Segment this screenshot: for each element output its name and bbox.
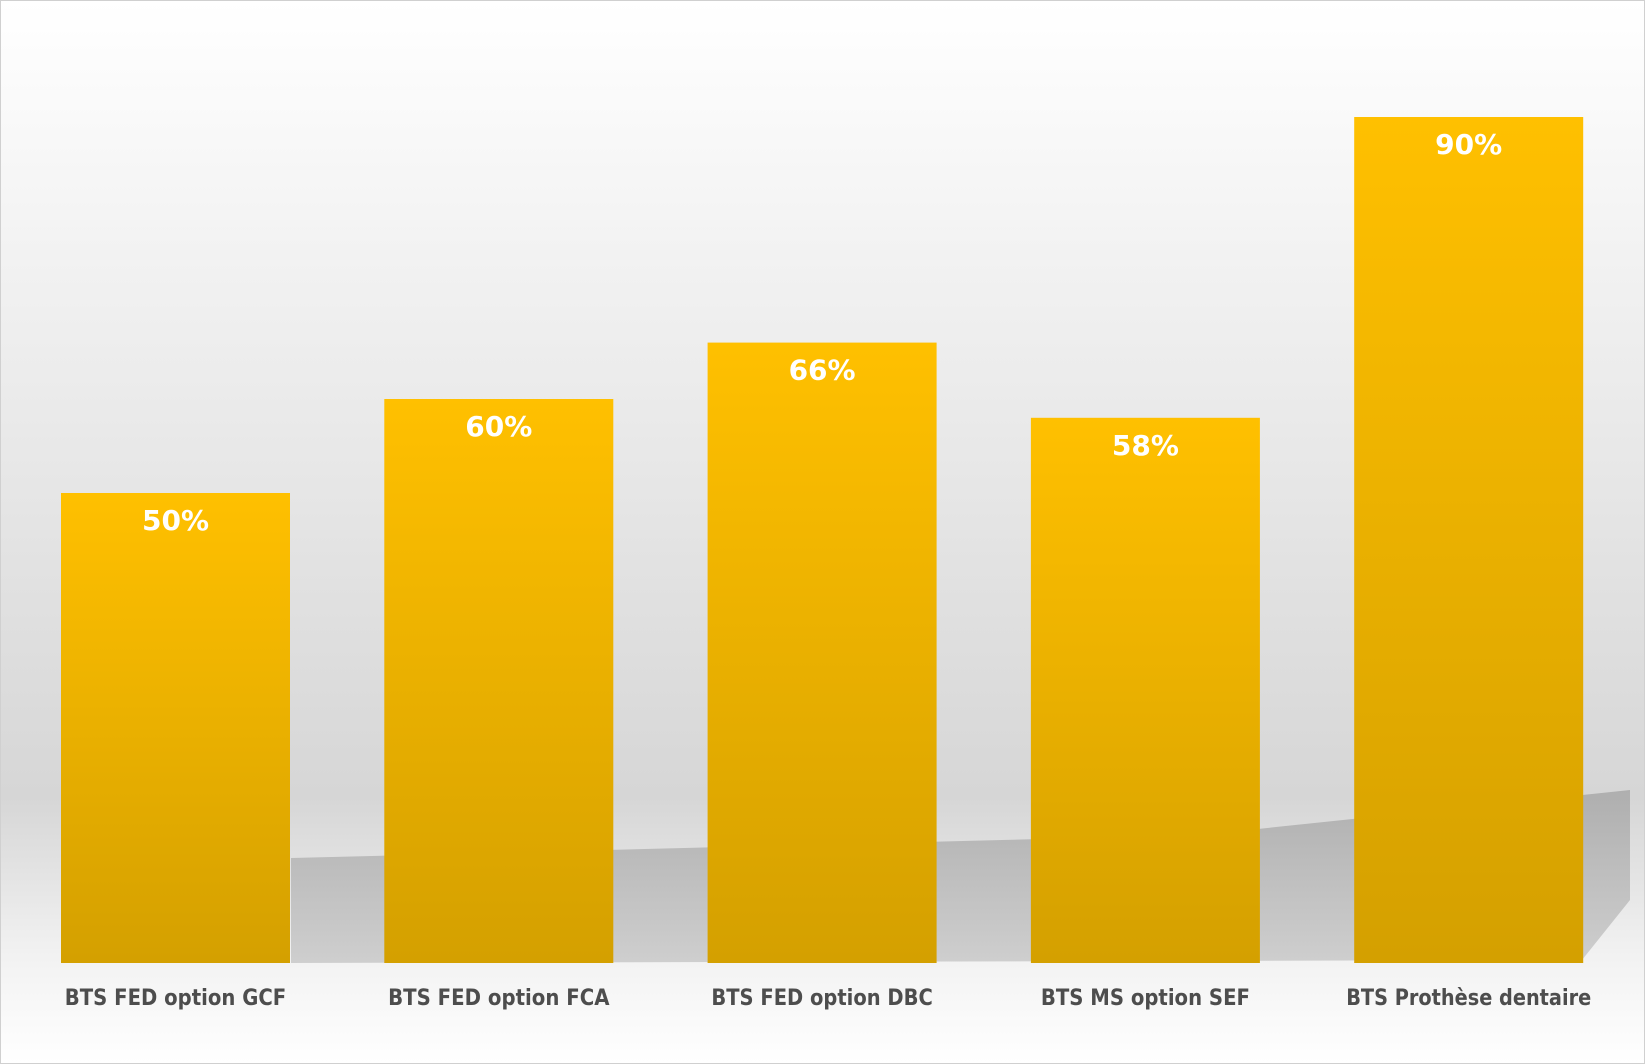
bar <box>707 342 937 964</box>
x-tick-label: BTS Prothèse dentaire <box>1346 986 1591 1011</box>
bar <box>384 399 614 963</box>
x-tick-label: BTS FED option FCA <box>388 986 609 1011</box>
x-tick-label: BTS FED option DBC <box>711 986 932 1011</box>
data-label: 66% <box>789 354 856 387</box>
x-tick-label: BTS FED option GCF <box>65 986 286 1011</box>
data-label: 60% <box>465 410 532 443</box>
data-label: 58% <box>1112 429 1179 462</box>
bar <box>61 493 290 963</box>
floor-shadow <box>291 790 1630 963</box>
bar <box>1030 417 1260 963</box>
data-label: 50% <box>142 504 209 537</box>
x-tick-label: BTS MS option SEF <box>1041 986 1250 1011</box>
data-label: 90% <box>1435 128 1502 161</box>
bar <box>1354 117 1584 963</box>
